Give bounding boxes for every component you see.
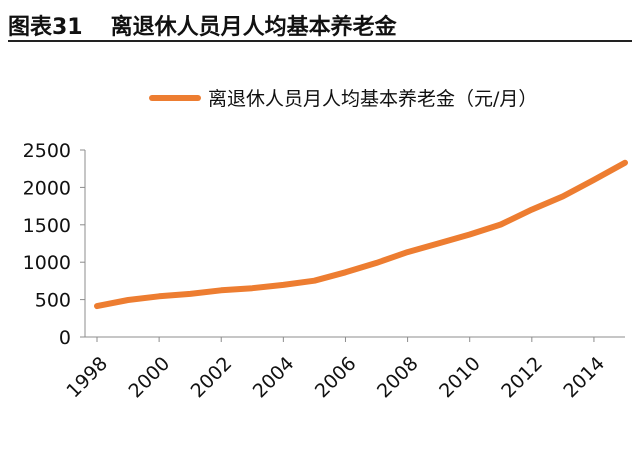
data-point	[405, 249, 411, 255]
data-point	[436, 240, 442, 246]
y-tick-label: 2500	[23, 140, 71, 162]
data-point	[280, 282, 286, 288]
data-point	[156, 293, 162, 299]
figure-header: 图表31 离退休人员月人均基本养老金	[8, 4, 632, 42]
data-point	[622, 160, 628, 166]
x-tick-label: 2012	[497, 353, 547, 403]
series-line	[94, 159, 628, 310]
x-tick-label: 2006	[311, 353, 361, 403]
figure-title-text: 离退休人员月人均基本养老金	[110, 15, 397, 40]
header-rule	[8, 40, 632, 42]
x-tick-label: 2004	[249, 353, 299, 403]
legend-label: 离退休人员月人均基本养老金（元/月）	[208, 88, 537, 110]
data-point	[125, 297, 131, 303]
data-point	[467, 231, 473, 238]
y-tick-label: 0	[59, 327, 71, 349]
data-point	[373, 260, 380, 266]
x-tick-label: 2014	[559, 353, 609, 403]
data-point	[249, 285, 255, 291]
data-point	[498, 221, 504, 228]
y-tick-label: 2000	[23, 177, 71, 199]
x-axis-ticks: 1998 2000 2002 2004 2006 2008 2010 2012 2014	[62, 337, 609, 402]
y-axis-ticks: 0 500 1000 1500 2000 2500	[23, 140, 85, 349]
x-tick-label: 2008	[373, 353, 423, 403]
figure-title: 图表31 离退休人员月人均基本养老金	[8, 9, 397, 41]
x-tick-label: 1998	[62, 353, 112, 403]
y-tick-label: 500	[35, 290, 71, 312]
x-tick-label: 2010	[435, 353, 485, 403]
data-point	[560, 193, 566, 199]
data-point	[311, 278, 317, 284]
data-point	[218, 287, 224, 293]
x-tick-label: 2000	[125, 353, 175, 403]
data-point	[342, 269, 349, 275]
legend: 离退休人员月人均基本养老金（元/月）	[149, 88, 537, 110]
data-point	[591, 177, 597, 183]
y-tick-label: 1000	[23, 252, 71, 274]
data-point	[94, 303, 100, 309]
figure-number: 图表31	[8, 15, 83, 40]
y-tick-label: 1500	[23, 215, 71, 237]
data-point	[529, 207, 535, 213]
axes	[84, 150, 625, 338]
x-tick-label: 2002	[187, 353, 237, 403]
plot-area	[94, 159, 628, 310]
data-point	[187, 291, 193, 297]
